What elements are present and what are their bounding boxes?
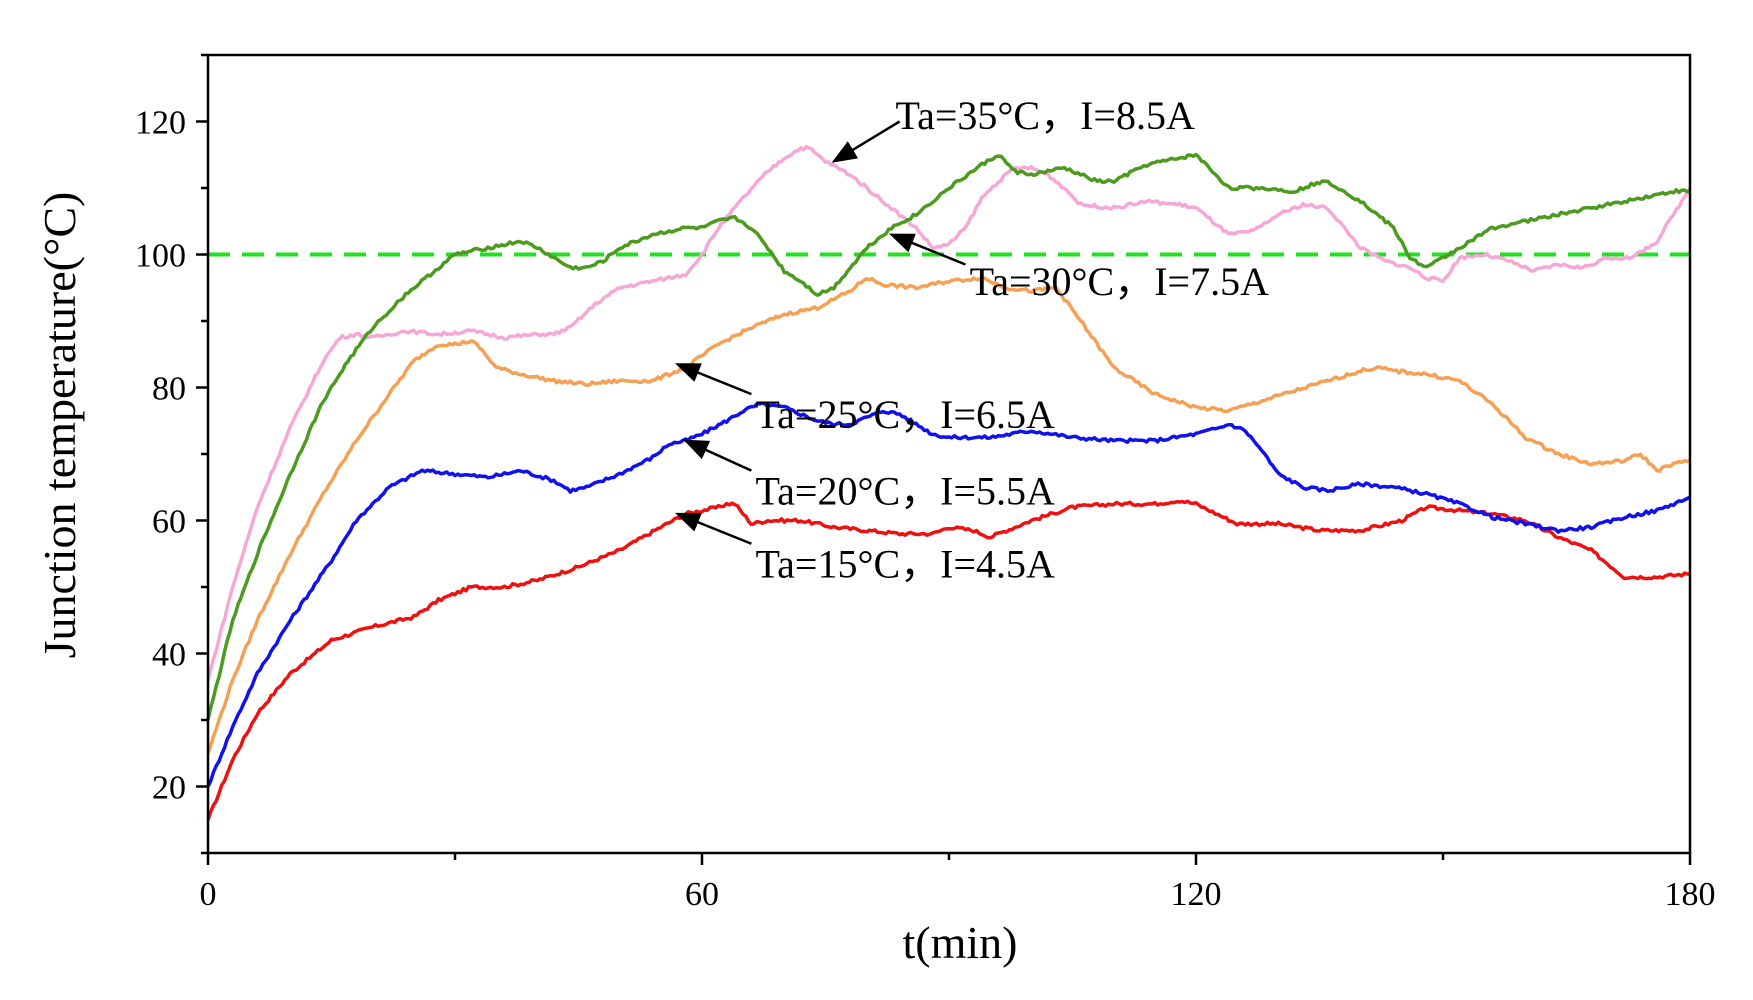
annotation-arrow-5 (674, 512, 752, 545)
annotation-label-3: Ta=25°C，I=6.5A (756, 392, 1056, 437)
series-line-2 (206, 401, 1691, 788)
y-tick-label: 60 (152, 504, 186, 541)
x-tick-label: 180 (1665, 876, 1716, 913)
annotation-label-5: Ta=15°C，I=4.5A (756, 542, 1056, 587)
series-line-1 (206, 499, 1691, 821)
series-line-5 (206, 152, 1691, 721)
y-tick-label: 100 (135, 238, 186, 275)
y-tick-label: 120 (135, 105, 186, 142)
x-tick-label: 60 (685, 876, 719, 913)
y-tick-label: 40 (152, 637, 186, 674)
series-line-3 (206, 275, 1691, 754)
annotation-label-2: Ta=30°C，I=7.5A (970, 259, 1270, 304)
x-tick-label: 120 (1171, 876, 1222, 913)
annotation-arrow-4 (683, 439, 752, 472)
y-tick-label: 20 (152, 770, 186, 807)
y-tick-label: 80 (152, 371, 186, 408)
annotation-arrow-1 (831, 120, 901, 163)
annotation-arrow-3 (674, 363, 752, 396)
annotation-arrow-2 (889, 233, 966, 266)
y-axis-title: Junction temperature(°C) (34, 192, 85, 659)
x-axis-title: t(min) (903, 917, 1018, 968)
x-tick-label: 0 (200, 876, 217, 913)
annotation-label-4: Ta=20°C，I=5.5A (756, 469, 1056, 514)
series-line-4 (206, 145, 1692, 681)
annotation-label-1: Ta=35°C，I=8.5A (895, 93, 1195, 138)
plot-frame (206, 53, 1692, 855)
